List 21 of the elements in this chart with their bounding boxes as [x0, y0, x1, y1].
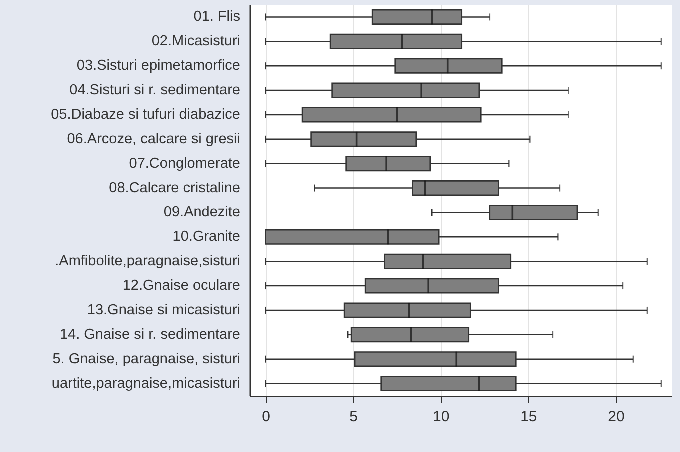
x-tick-label: 0: [262, 408, 270, 426]
y-tick-label: 04.Sisturi si r. sedimentare: [70, 82, 240, 99]
y-tick-label: 07.Conglomerate: [129, 156, 240, 172]
y-tick-label: 13.Gnaise si micasisturi: [87, 302, 240, 318]
x-tick-label: 15: [520, 408, 538, 426]
y-tick-label: 08.Calcare cristaline: [109, 180, 240, 196]
y-tick-label: 01. Flis: [194, 9, 240, 26]
y-tick-label: uartite,paragnaise,micasisturi: [52, 376, 240, 392]
y-tick-label: 03.Sisturi epimetamorfice: [76, 58, 240, 74]
y-tick-label: 10.Granite: [172, 229, 240, 246]
x-tick-label: 20: [608, 408, 625, 426]
y-tick-label: 5. Gnaise, paragnaise, sisturi: [52, 351, 240, 368]
y-tick-label: 05.Diabaze si tufuri diabazice: [51, 106, 240, 123]
y-tick-label: 12.Gnaise oculare: [122, 278, 240, 294]
y-tick-label: .Amfibolite,paragnaise,sisturi: [55, 254, 240, 270]
y-tick-label: 02.Micasisturi: [152, 34, 240, 50]
y-tick-label: 14. Gnaise si r. sedimentare: [60, 326, 240, 343]
x-tick-label: 10: [433, 408, 450, 426]
y-tick-label: 09.Andezite: [164, 204, 240, 221]
y-tick-label: 06.Arcoze, calcare si gresii: [67, 131, 240, 148]
x-tick-label: 5: [350, 408, 358, 426]
